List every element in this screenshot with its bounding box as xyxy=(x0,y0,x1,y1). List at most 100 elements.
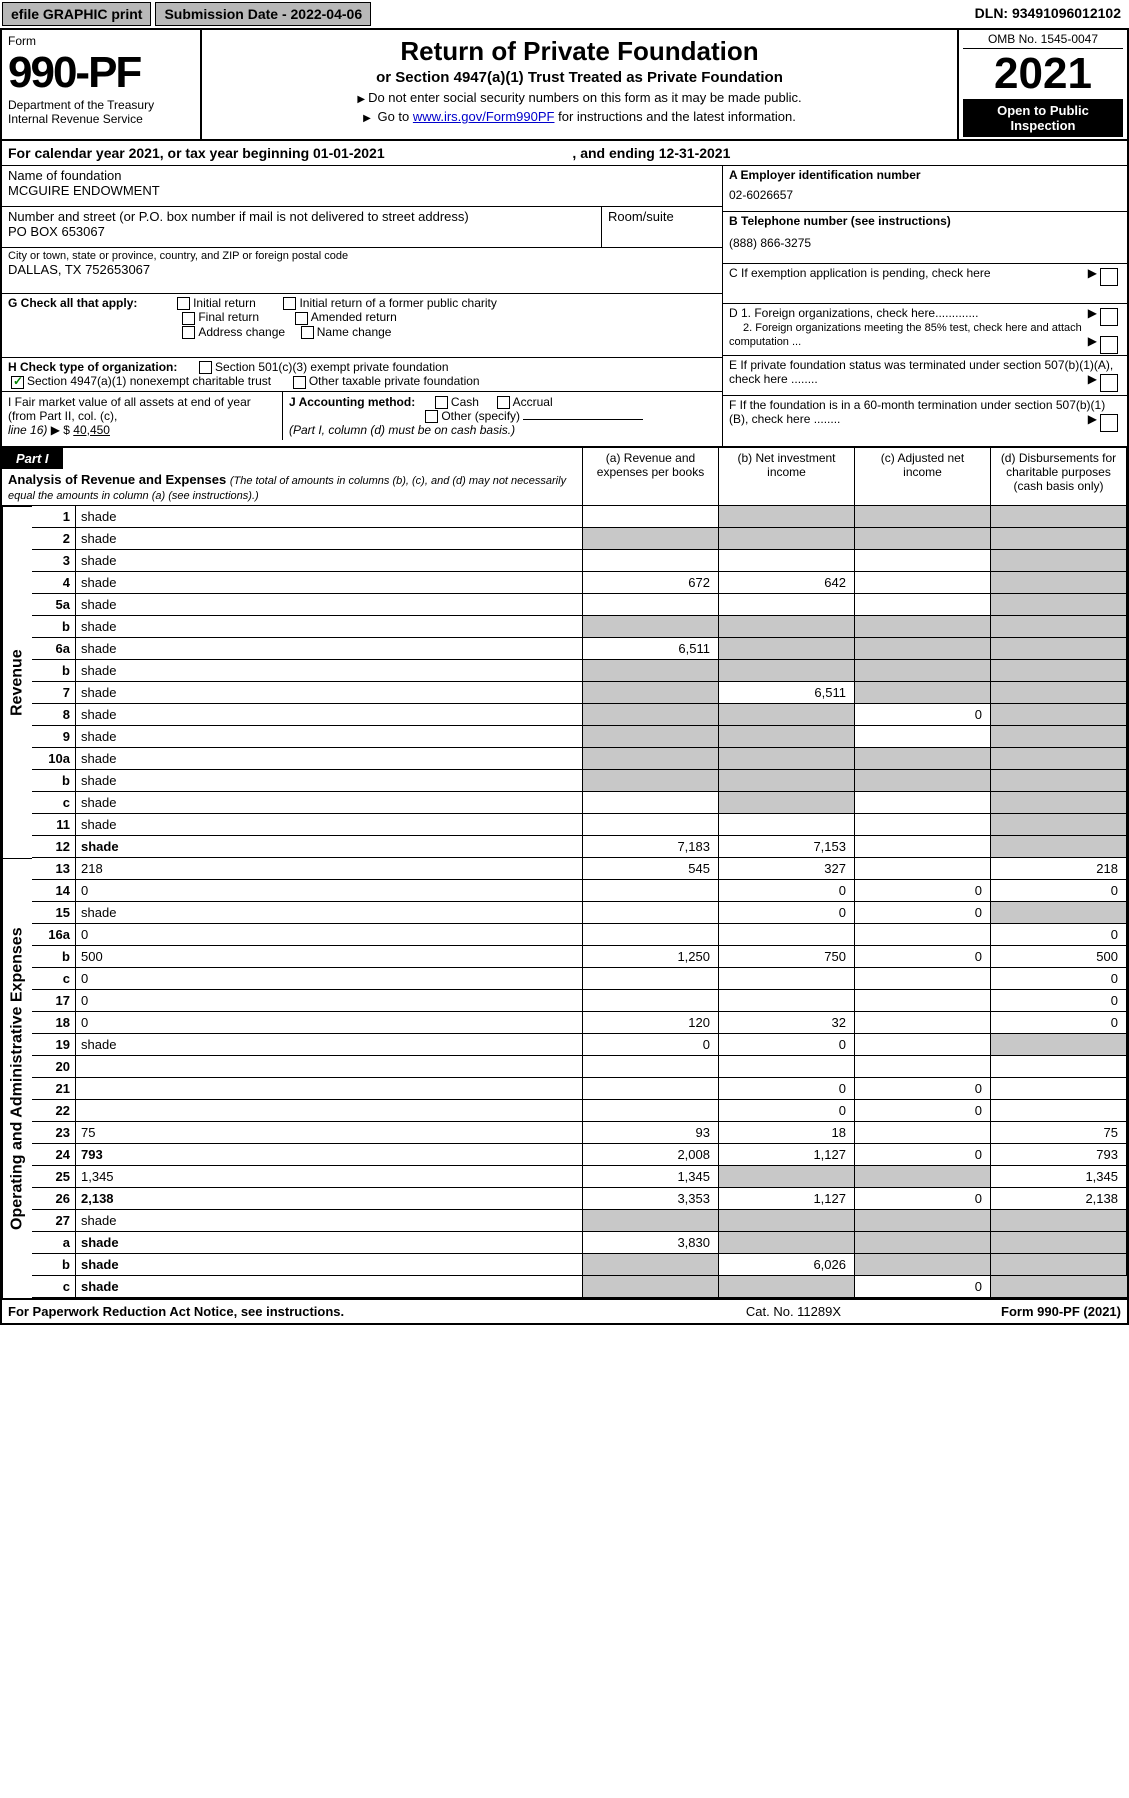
row-7-col-c xyxy=(855,682,991,704)
row-15-col-b: 0 xyxy=(719,902,855,924)
row-num-26: 26 xyxy=(32,1188,76,1210)
row-desc-22 xyxy=(76,1100,583,1122)
row-26-col-b: 1,127 xyxy=(719,1188,855,1210)
city-label: City or town, state or province, country… xyxy=(8,250,716,262)
h-opt-1: Section 501(c)(3) exempt private foundat… xyxy=(215,360,448,374)
row-b-col-b xyxy=(719,660,855,682)
g-name-change-check[interactable] xyxy=(301,326,314,339)
j-cash-check[interactable] xyxy=(435,396,448,409)
row-c-col-c xyxy=(855,792,991,814)
row-25-col-a: 1,345 xyxy=(583,1166,719,1188)
dln-value: 93491096012102 xyxy=(1012,5,1121,21)
row-num-7: 7 xyxy=(32,682,76,704)
d1-check[interactable] xyxy=(1100,308,1118,326)
row-b-col-c xyxy=(855,660,991,682)
j-accrual-check[interactable] xyxy=(497,396,510,409)
efile-print-button[interactable]: efile GRAPHIC print xyxy=(2,2,151,26)
top-toolbar: efile GRAPHIC print Submission Date - 20… xyxy=(0,0,1129,28)
row-desc-16a: 0 xyxy=(76,924,583,946)
form-number: 990-PF xyxy=(8,48,194,98)
g-opt-2: Final return xyxy=(198,310,259,324)
row-b-col-a xyxy=(583,1254,719,1276)
row-3-col-d xyxy=(991,550,1127,572)
row-12-col-a: 7,183 xyxy=(583,836,719,858)
c-pending-check[interactable] xyxy=(1100,268,1118,286)
part-i-grid: Part I Analysis of Revenue and Expenses … xyxy=(2,448,1127,1298)
row-27-col-b xyxy=(719,1210,855,1232)
calrow-pre: For calendar year 2021, or tax year begi… xyxy=(8,145,313,161)
row-num-c: c xyxy=(32,1276,76,1298)
h-4947-check[interactable] xyxy=(11,376,24,389)
info-grid: Name of foundation MCGUIRE ENDOWMENT Num… xyxy=(2,166,1127,448)
row-4-col-c xyxy=(855,572,991,594)
row-15-col-c: 0 xyxy=(855,902,991,924)
row-num-5a: 5a xyxy=(32,594,76,616)
row-17-col-d: 0 xyxy=(991,990,1127,1012)
row-desc-12: shade xyxy=(76,836,583,858)
row-desc-25: 1,345 xyxy=(76,1166,583,1188)
row-5a-col-c xyxy=(855,594,991,616)
submission-date-box: Submission Date - 2022-04-06 xyxy=(155,2,371,26)
row-9-col-c xyxy=(855,726,991,748)
row-23-col-d: 75 xyxy=(991,1122,1127,1144)
open-to-public: Open to Public Inspection xyxy=(963,99,1123,137)
row-desc-20 xyxy=(76,1056,583,1078)
g-final-return-check[interactable] xyxy=(182,312,195,325)
row-10a-col-b xyxy=(719,748,855,770)
j-other-check[interactable] xyxy=(425,410,438,423)
row-11-col-b xyxy=(719,814,855,836)
h-501c3-check[interactable] xyxy=(199,361,212,374)
row-24-col-d: 793 xyxy=(991,1144,1127,1166)
cat-number: Cat. No. 11289X xyxy=(746,1304,841,1319)
e-check[interactable] xyxy=(1100,374,1118,392)
form-subtitle: or Section 4947(a)(1) Trust Treated as P… xyxy=(214,69,945,86)
i-fmv-value: 40,450 xyxy=(73,423,110,437)
row-desc-11: shade xyxy=(76,814,583,836)
col-d-header: (d) Disbursements for charitable purpose… xyxy=(991,448,1127,506)
g-address-change-check[interactable] xyxy=(182,326,195,339)
h-opt-2: Section 4947(a)(1) nonexempt charitable … xyxy=(27,374,271,388)
foundation-name: MCGUIRE ENDOWMENT xyxy=(8,183,716,198)
form990pf-link[interactable]: www.irs.gov/Form990PF xyxy=(413,109,555,124)
row-10a-col-c xyxy=(855,748,991,770)
row-22-col-a xyxy=(583,1100,719,1122)
row-25-col-c xyxy=(855,1166,991,1188)
row-12-col-c xyxy=(855,836,991,858)
row-27-col-c xyxy=(855,1210,991,1232)
g-amended-check[interactable] xyxy=(295,312,308,325)
g-initial-return-check[interactable] xyxy=(177,297,190,310)
h-other-taxable-check[interactable] xyxy=(293,376,306,389)
row-num-15: 15 xyxy=(32,902,76,924)
f-check[interactable] xyxy=(1100,414,1118,432)
row-desc-8: shade xyxy=(76,704,583,726)
form-note-2: Go to www.irs.gov/Form990PF for instruct… xyxy=(214,109,945,124)
row-desc-27: shade xyxy=(76,1210,583,1232)
row-10a-col-a xyxy=(583,748,719,770)
g-opt-5: Name change xyxy=(317,325,392,339)
info-left-col: Name of foundation MCGUIRE ENDOWMENT Num… xyxy=(2,166,722,446)
row-num-b: b xyxy=(32,946,76,968)
row-b-col-a xyxy=(583,616,719,638)
row-b-col-b xyxy=(719,616,855,638)
dln-box: DLN: 93491096012102 xyxy=(969,2,1127,26)
row-desc-b: shade xyxy=(76,616,583,638)
g-opt-4: Address change xyxy=(198,325,285,339)
g-section: G Check all that apply: Initial return I… xyxy=(2,294,722,358)
row-5a-col-a xyxy=(583,594,719,616)
row-19-col-a: 0 xyxy=(583,1034,719,1056)
row-desc-c: 0 xyxy=(76,968,583,990)
d2-check[interactable] xyxy=(1100,336,1118,354)
calrow-mid: , and ending xyxy=(572,145,658,161)
row-8-col-b xyxy=(719,704,855,726)
row-14-col-a xyxy=(583,880,719,902)
row-num-17: 17 xyxy=(32,990,76,1012)
calendar-year-row: For calendar year 2021, or tax year begi… xyxy=(2,141,1127,166)
row-23-col-c xyxy=(855,1122,991,1144)
row-c-col-c xyxy=(855,968,991,990)
row-13-col-b: 327 xyxy=(719,858,855,880)
row-22-col-b: 0 xyxy=(719,1100,855,1122)
row-20-col-a xyxy=(583,1056,719,1078)
row-6a-col-d xyxy=(991,638,1127,660)
g-initial-former-check[interactable] xyxy=(283,297,296,310)
row-9-col-b xyxy=(719,726,855,748)
